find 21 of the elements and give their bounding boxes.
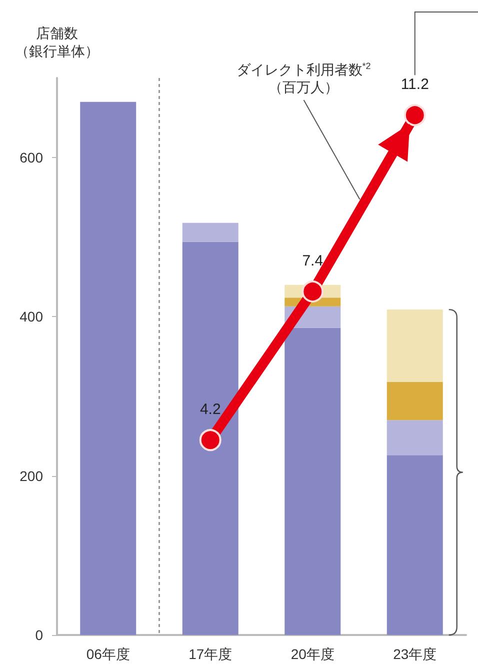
y-tick-label: 0 (35, 627, 44, 643)
data-label: 7.4 (302, 252, 324, 270)
bar (386, 382, 443, 420)
bar (182, 242, 238, 635)
x-tick-label: 20年度 (290, 646, 334, 662)
y-tick-label: 600 (20, 150, 44, 166)
text: ダイレクト利用者数$^{*2}$（百万人） (236, 61, 371, 95)
data-label: 11.2 (400, 76, 429, 94)
y-axis-title: 店舗数（銀行単体） (15, 25, 99, 59)
bar (80, 102, 136, 635)
x-tick-label: 06年度 (86, 646, 130, 662)
x-tick-label: 17年度 (188, 646, 232, 662)
bar (386, 420, 443, 456)
y-tick-label: 200 (20, 468, 44, 484)
bar (386, 310, 443, 382)
bar (284, 328, 341, 635)
data-label: 4.2 (200, 401, 221, 418)
x-tick-label: 23年度 (393, 646, 437, 662)
bar (386, 455, 443, 635)
bar (182, 222, 238, 242)
y-tick-label: 400 (20, 308, 44, 325)
